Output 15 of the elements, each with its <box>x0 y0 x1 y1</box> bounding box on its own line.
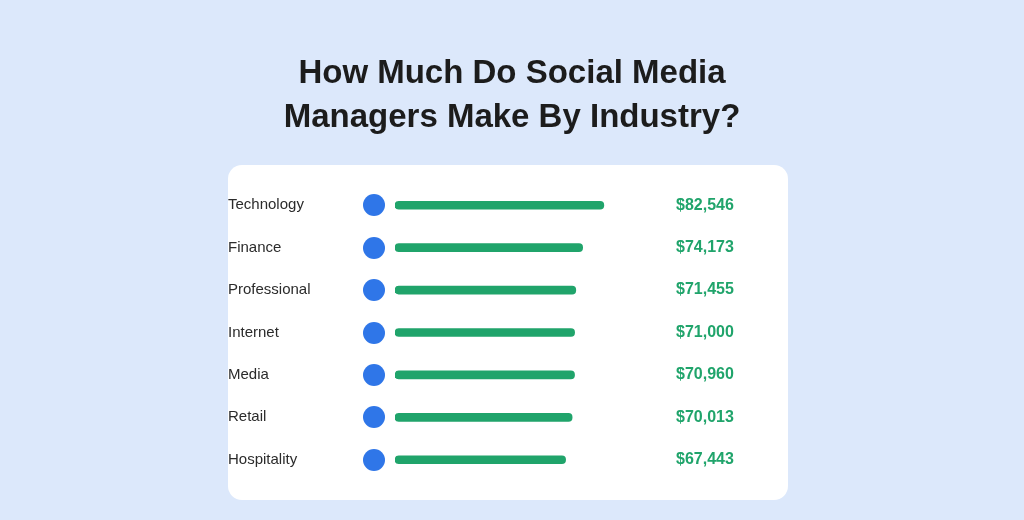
data-label: $74,173 <box>676 238 734 256</box>
y-tick-label: Media <box>228 365 270 383</box>
y-tick-label: Technology <box>228 195 305 213</box>
y-tick-label: Professional <box>228 280 311 298</box>
chart-title: How Much Do Social Media Managers Make By Industry? <box>282 52 742 136</box>
data-label: $82,546 <box>676 195 734 213</box>
y-tick-label: Internet <box>228 322 280 340</box>
y-tick-label: Finance <box>228 237 282 255</box>
y-tick-label: Retail <box>228 407 267 425</box>
data-label: $70,013 <box>676 407 734 425</box>
y-tick-label: Hospitality <box>228 449 298 467</box>
data-label: $67,443 <box>676 450 734 468</box>
data-label: $71,000 <box>676 322 734 340</box>
data-label: $70,960 <box>676 365 734 383</box>
data-label: $71,455 <box>676 280 734 298</box>
